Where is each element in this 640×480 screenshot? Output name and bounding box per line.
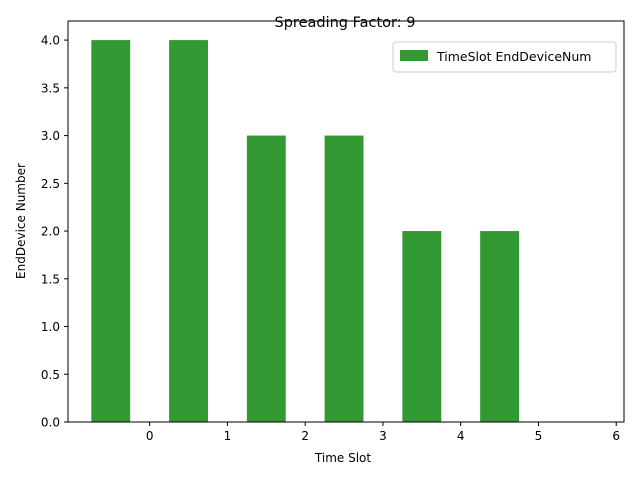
legend-swatch bbox=[400, 50, 428, 61]
x-tick-label: 2 bbox=[301, 429, 309, 443]
chart-title: Spreading Factor: 9 bbox=[275, 15, 416, 31]
x-tick-label: 6 bbox=[612, 429, 620, 443]
bar-0 bbox=[91, 40, 131, 422]
bar-1 bbox=[169, 40, 208, 422]
legend: TimeSlot EndDeviceNum bbox=[392, 41, 617, 73]
y-tick-label: 2.0 bbox=[41, 225, 60, 239]
y-tick-label: 1.0 bbox=[41, 320, 60, 334]
y-axis-label: EndDevice Number bbox=[14, 163, 28, 279]
x-axis-label: Time Slot bbox=[314, 451, 371, 465]
legend-box bbox=[392, 41, 617, 73]
bar-4 bbox=[402, 231, 442, 422]
legend-label: TimeSlot EndDeviceNum bbox=[436, 49, 591, 64]
y-axis-ticks: 0.0 0.5 1.0 1.5 2.0 2.5 3.0 3.5 4.0 bbox=[41, 34, 68, 430]
y-tick-label: 3.5 bbox=[41, 81, 60, 95]
x-tick-label: 1 bbox=[224, 429, 232, 443]
y-tick-label: 4.0 bbox=[41, 34, 60, 48]
bar-5 bbox=[480, 231, 520, 422]
y-tick-label: 2.5 bbox=[41, 177, 60, 191]
x-tick-label: 3 bbox=[379, 429, 387, 443]
y-tick-label: 3.0 bbox=[41, 129, 60, 143]
y-tick-label: 1.5 bbox=[41, 272, 60, 286]
y-tick-label: 0.5 bbox=[41, 368, 60, 382]
x-tick-label: 0 bbox=[146, 429, 154, 443]
x-tick-label: 4 bbox=[457, 429, 465, 443]
x-tick-label: 5 bbox=[535, 429, 543, 443]
y-tick-label: 0.0 bbox=[41, 416, 60, 430]
bar-series bbox=[91, 40, 520, 423]
bar-3 bbox=[324, 135, 364, 423]
plot-frame bbox=[67, 20, 625, 423]
bar-2 bbox=[246, 135, 286, 423]
x-axis-ticks: 0 1 2 3 4 5 6 bbox=[146, 422, 620, 443]
